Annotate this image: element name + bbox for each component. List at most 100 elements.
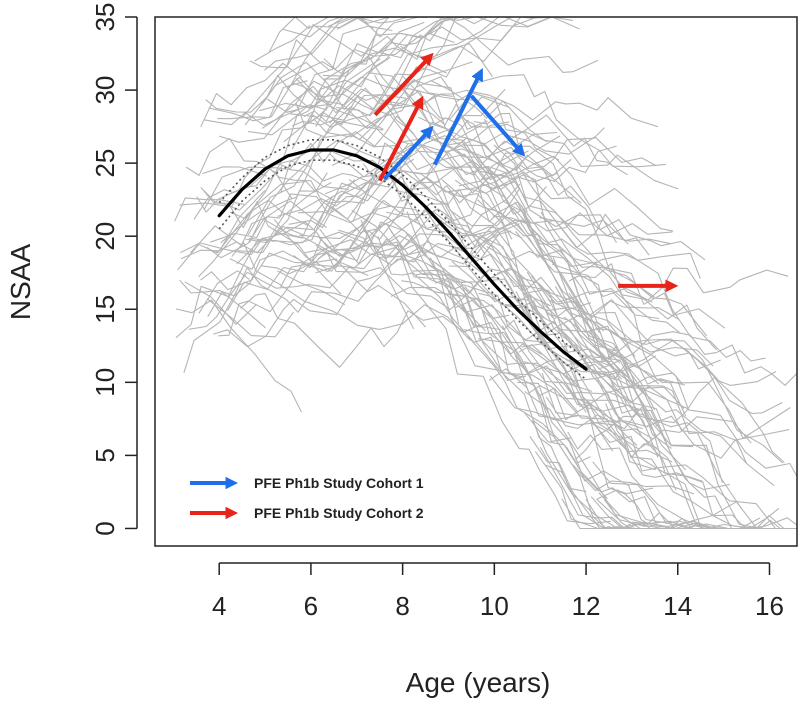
x-tick-label: 10 (480, 591, 509, 621)
y-axis: 0 5 10 15 20 25 30 35 (90, 3, 138, 536)
trajectory-line (486, 267, 657, 369)
trajectory-line (443, 141, 506, 178)
trajectory-line (291, 17, 514, 150)
y-tick-label: 30 (90, 76, 120, 105)
trajectory-line (564, 381, 752, 450)
trajectory-line (426, 152, 526, 194)
trajectory-line (402, 137, 617, 352)
trajectory-line (304, 248, 489, 311)
trajectory-line (420, 127, 605, 170)
cohort-arrows (373, 52, 679, 293)
cohort1-arrow-4 (432, 67, 483, 166)
trajectory-line (317, 171, 558, 260)
x-tick-label: 8 (395, 591, 409, 621)
trajectory-line (467, 335, 591, 464)
trajectory-line (562, 345, 797, 530)
trajectory-line (315, 230, 512, 274)
trajectory-line (336, 106, 547, 215)
trajectory-line (464, 262, 546, 319)
trajectory-line (387, 148, 574, 200)
y-tick-label: 35 (90, 3, 120, 32)
trajectory-line (240, 293, 480, 368)
trajectory-line (400, 86, 660, 320)
trajectory-line (261, 17, 462, 129)
trajectory-line (486, 246, 556, 264)
trajectory-line (323, 17, 574, 70)
cohort1-arrow-3 (382, 125, 434, 181)
trajectory-line (200, 165, 283, 211)
trajectory-line (291, 82, 381, 114)
trajectory-line (213, 208, 437, 348)
trajectory-line (336, 17, 599, 73)
x-tick-label: 14 (663, 591, 692, 621)
trajectory-line (460, 281, 526, 381)
trajectory-line (218, 85, 410, 143)
x-tick-label: 12 (572, 591, 601, 621)
trajectory-line (329, 34, 409, 124)
trajectory-line (524, 412, 608, 499)
trajectory-line (177, 182, 332, 271)
trajectory-line (351, 209, 510, 319)
trajectory-line (529, 435, 627, 530)
trajectory-line (185, 138, 293, 200)
trajectory-line (362, 224, 579, 413)
cohort2-arrow-2 (377, 95, 424, 182)
trajectory-line (399, 84, 659, 128)
trajectory-line (541, 372, 787, 530)
legend-label: PFE Ph1b Study Cohort 2 (254, 505, 424, 521)
trajectory-line (175, 299, 302, 413)
y-tick-label: 5 (90, 448, 120, 462)
trajectory-line (414, 203, 476, 247)
trajectory-line (315, 17, 571, 127)
trajectory-line (547, 299, 656, 411)
y-tick-label: 15 (90, 295, 120, 324)
trajectory-line (460, 219, 653, 303)
trajectory-line (374, 74, 600, 334)
trajectory-line (487, 155, 674, 232)
trajectory-line (312, 23, 455, 60)
trajectory-line (283, 17, 374, 38)
trajectory-line (483, 118, 708, 337)
trajectory-line (206, 298, 295, 338)
trajectory-line (249, 139, 386, 243)
trajectory-line (193, 135, 322, 220)
trajectory-line (426, 178, 530, 301)
trajectory-line (514, 201, 701, 279)
trajectory-line (175, 143, 409, 339)
trajectory-line (200, 252, 338, 291)
trajectory-line (590, 496, 715, 530)
trajectory-line (568, 263, 789, 301)
trajectory-line (268, 17, 416, 54)
trajectory-line (229, 212, 309, 270)
individual-trajectories (174, 17, 797, 530)
trajectory-line (488, 368, 559, 420)
y-tick-label: 25 (90, 149, 120, 178)
trajectory-line (280, 160, 380, 193)
trajectory-line (524, 307, 779, 530)
mean-curve-group (217, 148, 588, 371)
trajectory-line (180, 237, 275, 255)
trajectory-line (295, 103, 414, 148)
x-axis-title: Age (years) (406, 667, 551, 698)
trajectory-line (203, 104, 328, 126)
trajectory-line (266, 25, 393, 113)
trajectory-line (188, 266, 369, 330)
trajectory-line (331, 61, 473, 166)
trajectory-line (552, 254, 766, 362)
trajectory-line (249, 39, 330, 71)
trajectory-line (272, 228, 342, 295)
trajectory-line (247, 58, 381, 136)
trajectory-line (540, 211, 680, 333)
confidence-band (218, 139, 587, 381)
trajectory-line (575, 469, 695, 495)
trajectory-line (248, 205, 453, 244)
trajectory-line (361, 226, 486, 332)
trajectory-line (288, 88, 506, 229)
trajectory-line (504, 304, 605, 338)
trajectory-line (430, 79, 548, 143)
trajectory-line (595, 327, 797, 478)
trajectory-line (205, 61, 447, 113)
x-tick-label: 6 (304, 591, 318, 621)
trajectory-line (217, 80, 308, 120)
trajectory-line (237, 179, 356, 254)
